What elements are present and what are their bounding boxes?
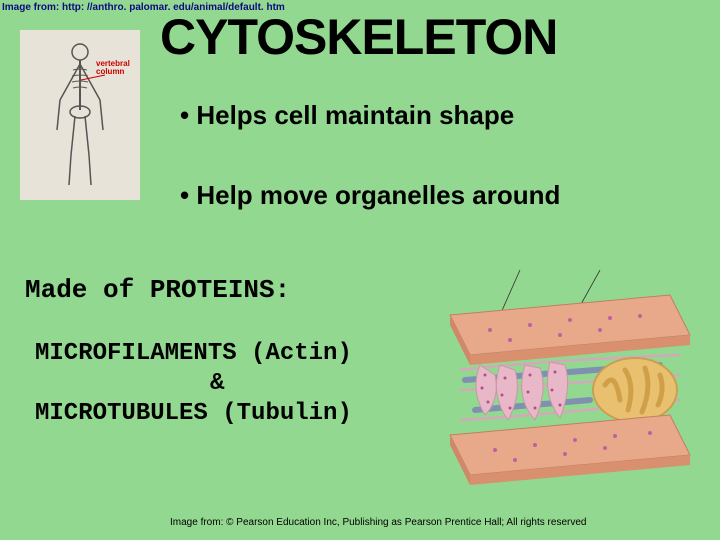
microtubules-text: MICROTUBULES (Tubulin) <box>35 400 352 427</box>
skeleton-label: vertebral column <box>96 60 130 76</box>
ampersand: & <box>210 370 224 397</box>
slide-title: CYTOSKELETON <box>160 8 557 66</box>
image-source-bottom: Image from: © Pearson Education Inc, Pub… <box>170 517 586 528</box>
made-of-heading: Made of PROTEINS: <box>25 275 290 305</box>
skeleton-illustration <box>20 30 140 200</box>
bullet-move: • Help move organelles around <box>180 180 560 211</box>
microfilaments-text: MICROFILAMENTS (Actin) <box>35 340 352 367</box>
cytoskeleton-illustration <box>400 270 700 490</box>
bullet-shape: • Helps cell maintain shape <box>180 100 514 131</box>
